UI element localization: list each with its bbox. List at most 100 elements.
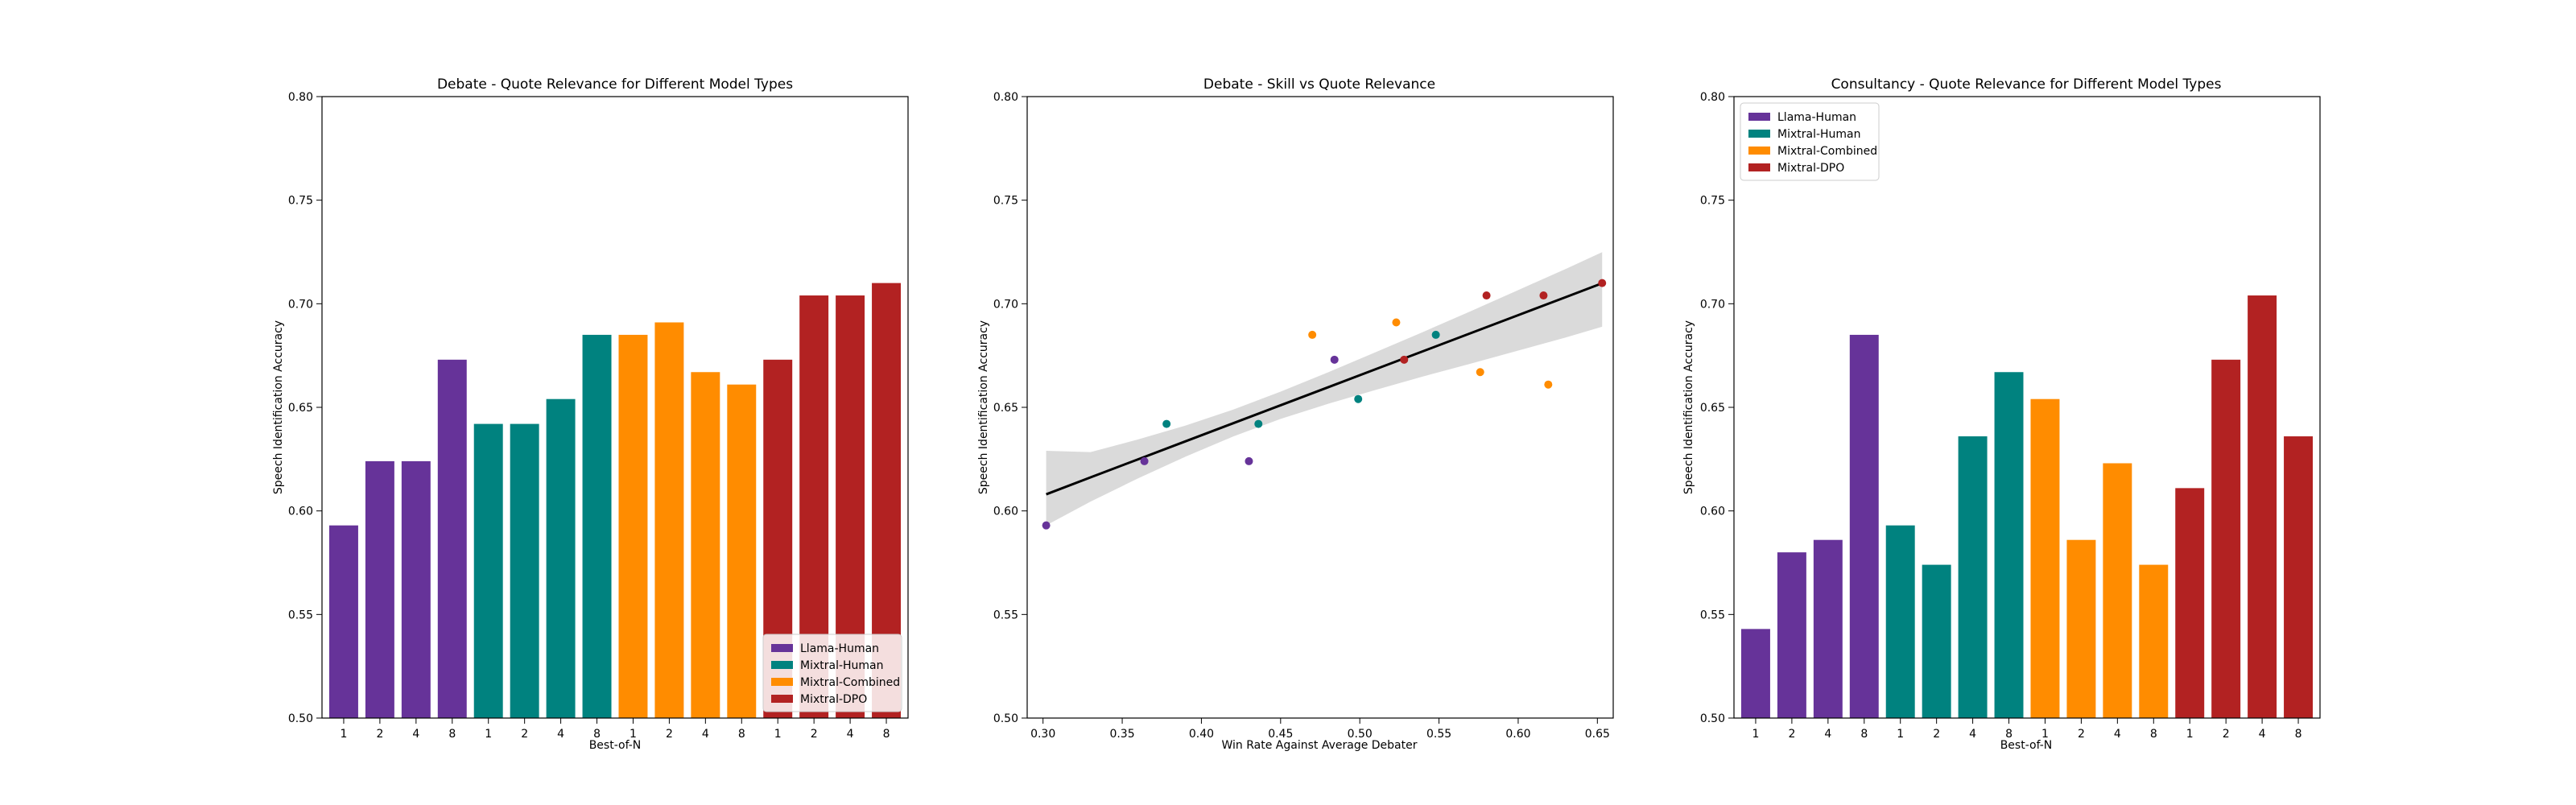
legend-swatch (1748, 147, 1770, 155)
x-tick-label: 8 (738, 728, 745, 741)
bar (654, 322, 684, 718)
legend-swatch (771, 678, 793, 686)
x-tick-label: 8 (593, 728, 601, 741)
legend-swatch (1748, 113, 1770, 121)
x-tick-label: 2 (1933, 728, 1940, 741)
y-tick-label: 0.70 (993, 298, 1018, 311)
x-tick-label: 8 (2295, 728, 2302, 741)
x-tick-label: 2 (666, 728, 673, 741)
bar (1958, 436, 1988, 718)
scatter-point (1598, 279, 1607, 287)
bar (2284, 436, 2314, 718)
bar (401, 460, 431, 718)
x-axis-label: Best-of-N (2000, 739, 2053, 752)
legend-swatch (1748, 130, 1770, 138)
x-tick-label: 1 (2186, 728, 2194, 741)
x-tick-label: 1 (341, 728, 348, 741)
scatter-point (1544, 380, 1553, 389)
x-tick-label: 2 (521, 728, 528, 741)
bar (2175, 488, 2205, 718)
bar (473, 423, 503, 718)
consultancy-bar-chart: Consultancy - Quote Relevance for Differ… (1682, 76, 2321, 752)
legend-label: Mixtral-DPO (800, 693, 867, 706)
bar (2139, 564, 2169, 718)
x-tick-label: 8 (2150, 728, 2157, 741)
y-tick-label: 0.80 (1700, 91, 1725, 104)
bar (437, 359, 467, 718)
scatter-point (1245, 456, 1253, 465)
axes-frame (1026, 96, 1614, 719)
points (1042, 279, 1607, 530)
x-tick-label: 8 (883, 728, 890, 741)
x-tick-label: 0.35 (1109, 728, 1134, 741)
y-tick-label: 0.55 (1700, 609, 1725, 621)
x-tick-label: 1 (485, 728, 492, 741)
regression-line (1046, 282, 1603, 496)
bar (510, 423, 539, 718)
x-tick-label: 4 (557, 728, 564, 741)
y-tick-label: 0.60 (1700, 506, 1725, 518)
y-tick-label: 0.55 (288, 609, 313, 621)
x-tick-label: 0.65 (1585, 728, 1610, 741)
y-axis-label: Speech Identification Accuracy (272, 320, 285, 494)
x-axis-label: Win Rate Against Average Debater (1222, 739, 1418, 752)
bar (1885, 525, 1915, 718)
y-tick-label: 0.60 (288, 506, 313, 518)
x-tick-label: 8 (1860, 728, 1868, 741)
scatter-point (1400, 355, 1409, 364)
x-tick-label: 0.50 (1348, 728, 1373, 741)
x-tick-label: 4 (412, 728, 419, 741)
scatter-point (1539, 291, 1548, 300)
y-tick-label: 0.75 (993, 195, 1018, 208)
bar (2103, 463, 2132, 718)
scatter-point (1042, 521, 1051, 530)
scatter-point (1476, 368, 1484, 377)
bar (1813, 539, 1843, 718)
debate-bar-chart: Debate - Quote Relevance for Different M… (272, 76, 909, 752)
bar (2248, 295, 2277, 718)
legend-swatch (771, 644, 793, 652)
x-tick-label: 1 (1897, 728, 1904, 741)
x-tick-label: 0.40 (1189, 728, 1214, 741)
bar (727, 384, 757, 718)
scatter-point (1354, 394, 1363, 403)
debate-scatter-chart: Debate - Skill vs Quote Relevance Win Ra… (977, 76, 1614, 752)
scatter-point (1431, 330, 1440, 339)
x-tick-label: 4 (1824, 728, 1831, 741)
axes-frame (321, 96, 909, 719)
bar (2066, 539, 2096, 718)
bars (1740, 295, 2314, 718)
y-tick-label: 0.50 (993, 712, 1018, 725)
bar (328, 525, 358, 718)
x-tick-label: 0.30 (1030, 728, 1055, 741)
x-tick-label: 1 (1752, 728, 1760, 741)
x-tick-label: 8 (2005, 728, 2013, 741)
y-tick-label: 0.80 (288, 91, 313, 104)
y-tick-label: 0.80 (993, 91, 1018, 104)
x-tick-label: 4 (1969, 728, 1976, 741)
bar (582, 334, 612, 718)
legend-swatch (771, 695, 793, 703)
x-tick-label: 4 (2114, 728, 2121, 741)
axes-frame (1733, 96, 2321, 719)
x-tick-label: 4 (702, 728, 709, 741)
x-tick-label: 4 (2259, 728, 2266, 741)
x-tick-label: 4 (847, 728, 854, 741)
x-tick-label: 0.55 (1426, 728, 1451, 741)
bar (1740, 629, 1770, 718)
bar (1994, 372, 2024, 718)
y-tick-label: 0.75 (288, 195, 313, 208)
y-tick-label: 0.65 (1700, 402, 1725, 415)
scatter-point (1330, 355, 1339, 364)
y-tick-label: 0.50 (288, 712, 313, 725)
legend: Llama-Human Mixtral-Human Mixtral-Combined… (1740, 102, 1880, 181)
scatter-point (1140, 456, 1149, 465)
scatter-point (1254, 419, 1263, 428)
bar (1922, 564, 1951, 718)
y-tick-label: 0.60 (993, 506, 1018, 518)
x-tick-label: 8 (448, 728, 456, 741)
x-axis-label: Best-of-N (589, 739, 642, 752)
bar (365, 460, 394, 718)
y-tick-label: 0.55 (993, 609, 1018, 621)
